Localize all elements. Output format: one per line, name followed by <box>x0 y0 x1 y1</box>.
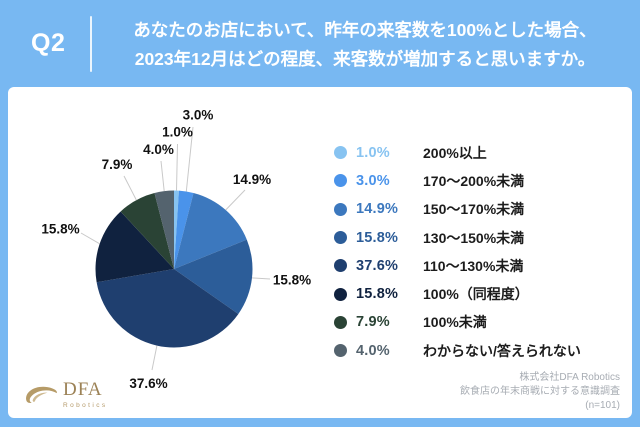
legend-percent: 4.0% <box>356 342 390 359</box>
logo-subname: Robotics <box>63 402 108 409</box>
pie-slice-8 <box>154 190 174 269</box>
question-title-line2: 2023年12月はどの程度、来客数が増加すると思いますか。 <box>134 49 596 69</box>
header-divider <box>90 16 92 72</box>
pie-slice-6 <box>95 211 174 283</box>
legend-color-dot <box>334 344 347 358</box>
legend-item: 14.9% 150〜170%未満 <box>334 195 581 223</box>
pie-slice-label-3: 14.9% <box>233 172 271 187</box>
pie-slice-label-6: 15.8% <box>41 221 79 236</box>
pie-slice-label-7: 7.9% <box>102 157 133 172</box>
pie-slice-2 <box>174 190 194 269</box>
legend-color-dot <box>334 174 347 188</box>
question-title-line1: あなたのお店において、昨年の来客数を100%とした場合、 <box>133 20 597 40</box>
pie-slice-1 <box>174 190 179 269</box>
legend-label: 200%以上 <box>423 144 487 161</box>
source-attribution: 株式会社DFA Robotics 飲食店の年末商戦に対する意識調査 (n=101… <box>460 371 620 413</box>
pie-slice-5 <box>96 269 239 348</box>
legend-color-dot <box>334 259 347 273</box>
pie-slice-label-4: 15.8% <box>273 272 311 287</box>
pie-leader-line-7 <box>123 175 137 201</box>
legend-color-dot <box>334 315 347 329</box>
pie-slice-label-1: 1.0% <box>162 124 193 139</box>
legend-item: 3.0% 170〜200%未満 <box>334 167 581 195</box>
legend-color-dot <box>334 231 347 245</box>
pie-leader-line-2 <box>185 126 194 192</box>
pie-slice-7 <box>120 192 174 269</box>
pie-chart: 1.0% 3.0% 14.9% 15.8% 37.6% 15.8% 7.9% 4.0% <box>41 107 311 391</box>
question-title: あなたのお店において、昨年の来客数を100%とした場合、 2023年12月はどの… <box>100 16 630 74</box>
question-number-badge: Q2 <box>31 29 66 57</box>
legend-label: 130〜150%未満 <box>423 229 525 246</box>
legend-color-dot <box>334 146 347 160</box>
pie-leader-line-5 <box>151 345 158 371</box>
pie-slice-label-5: 37.6% <box>129 376 167 391</box>
pie-leader-line-1 <box>176 143 178 191</box>
legend-label: 150〜170%未満 <box>423 201 525 218</box>
legend-label: 170〜200%未満 <box>423 172 525 189</box>
pie-slice-4 <box>174 239 253 314</box>
pie-slice-label-2: 3.0% <box>183 107 214 122</box>
logo-swirl-icon <box>26 386 57 403</box>
legend-item: 1.0% 200%以上 <box>334 139 581 167</box>
pie-slice-3 <box>174 192 247 269</box>
legend-color-dot <box>334 202 347 216</box>
source-survey-name: 飲食店の年末商戦に対する意識調査 <box>460 386 620 397</box>
source-sample-size: (n=101) <box>585 400 620 411</box>
legend-percent: 15.8% <box>356 286 399 303</box>
legend-item: 15.8% 130〜150%未満 <box>334 223 581 251</box>
pie-leader-line-6 <box>80 232 100 245</box>
legend-item: 15.8% 100%（同程度） <box>334 280 581 308</box>
legend-percent: 7.9% <box>356 314 390 331</box>
pie-leader-line-4 <box>251 277 271 280</box>
legend: 1.0% 200%以上 3.0% 170〜200%未満 14.9% 150〜170%未満 1… <box>334 139 581 365</box>
source-company: 株式会社DFA Robotics <box>519 372 620 383</box>
legend-label: 100%未満 <box>423 314 487 331</box>
legend-percent: 37.6% <box>356 257 399 274</box>
chart-card: 1.0% 3.0% 14.9% 15.8% 37.6% 15.8% 7.9% 4.0% 1.0… <box>8 87 632 418</box>
legend-percent: 15.8% <box>356 229 399 246</box>
legend-percent: 3.0% <box>356 172 390 189</box>
pie-leader-line-3 <box>225 189 246 211</box>
header: Q2 あなたのお店において、昨年の来客数を100%とした場合、 2023年12月… <box>0 0 640 87</box>
pie-leader-line-8 <box>160 160 165 192</box>
legend-item: 37.6% 110〜130%未満 <box>334 252 581 280</box>
legend-item: 7.9% 100%未満 <box>334 308 581 336</box>
legend-percent: 1.0% <box>356 144 390 161</box>
legend-color-dot <box>334 287 347 301</box>
legend-label: 110〜130%未満 <box>423 257 524 274</box>
pie-slice-label-8: 4.0% <box>143 142 174 157</box>
logo-name: DFA <box>63 379 103 400</box>
legend-percent: 14.9% <box>356 201 399 218</box>
legend-label: わからない/答えられない <box>423 342 581 359</box>
company-logo: DFA Robotics <box>22 380 108 409</box>
legend-item: 4.0% わからない/答えられない <box>334 337 581 365</box>
legend-label: 100%（同程度） <box>423 286 529 303</box>
